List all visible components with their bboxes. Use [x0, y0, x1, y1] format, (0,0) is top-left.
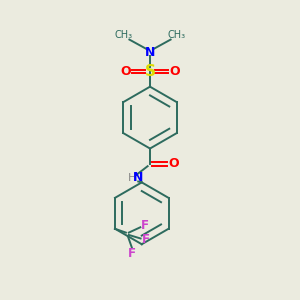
Text: F: F — [141, 219, 149, 232]
Text: O: O — [169, 157, 179, 170]
Text: CH₃: CH₃ — [167, 30, 186, 40]
Text: O: O — [169, 65, 180, 78]
Text: CH₃: CH₃ — [114, 30, 133, 40]
Text: H: H — [128, 173, 136, 183]
Text: F: F — [128, 247, 136, 260]
Text: F: F — [142, 233, 150, 247]
Text: N: N — [145, 46, 155, 59]
Text: S: S — [145, 64, 155, 79]
Text: O: O — [120, 65, 130, 78]
Text: N: N — [133, 172, 143, 184]
